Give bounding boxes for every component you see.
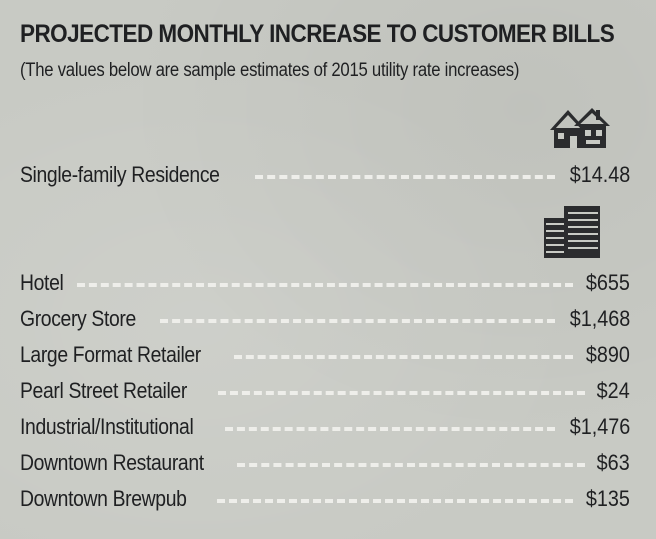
item-value: $63 (596, 450, 630, 475)
list-item: Single-family Residence $14.48 (20, 161, 630, 189)
item-value: $14.48 (569, 162, 630, 187)
dashed-leader (159, 319, 555, 323)
dashed-leader (77, 283, 574, 287)
list-item: Grocery Store $1,468 (20, 305, 630, 333)
list-item: Downtown Restaurant $63 (20, 449, 630, 477)
list-item: Hotel $655 (20, 269, 630, 297)
item-label: Hotel (20, 270, 64, 295)
item-label: Industrial/Institutional (20, 414, 194, 439)
item-label: Single-family Residence (20, 162, 220, 187)
item-label: Grocery Store (20, 306, 136, 331)
dashed-leader (236, 463, 586, 467)
dashed-leader (233, 355, 574, 359)
item-value: $890 (585, 342, 630, 367)
list-item: Pearl Street Retailer $24 (20, 377, 630, 405)
item-value: $135 (585, 486, 630, 511)
item-label: Large Format Retailer (20, 342, 201, 367)
item-label: Downtown Restaurant (20, 450, 204, 475)
item-value: $655 (585, 270, 630, 295)
item-label: Downtown Brewpub (20, 486, 187, 511)
list-item: Industrial/Institutional $1,476 (20, 413, 630, 441)
dashed-leader (217, 499, 574, 503)
office-building-icon (544, 204, 602, 263)
list-item: Downtown Brewpub $135 (20, 485, 630, 513)
dashed-leader (254, 175, 555, 179)
item-value: $1,468 (569, 306, 630, 331)
dashed-leader (217, 391, 586, 395)
item-value: $1,476 (569, 414, 630, 439)
item-value: $24 (596, 378, 630, 403)
house-icon (548, 106, 610, 155)
page-title: PROJECTED MONTHLY INCREASE TO CUSTOMER B… (20, 20, 615, 48)
list-item: Large Format Retailer $890 (20, 341, 630, 369)
item-label: Pearl Street Retailer (20, 378, 187, 403)
page-subtitle: (The values below are sample estimates o… (20, 60, 520, 81)
dashed-leader (225, 427, 555, 431)
